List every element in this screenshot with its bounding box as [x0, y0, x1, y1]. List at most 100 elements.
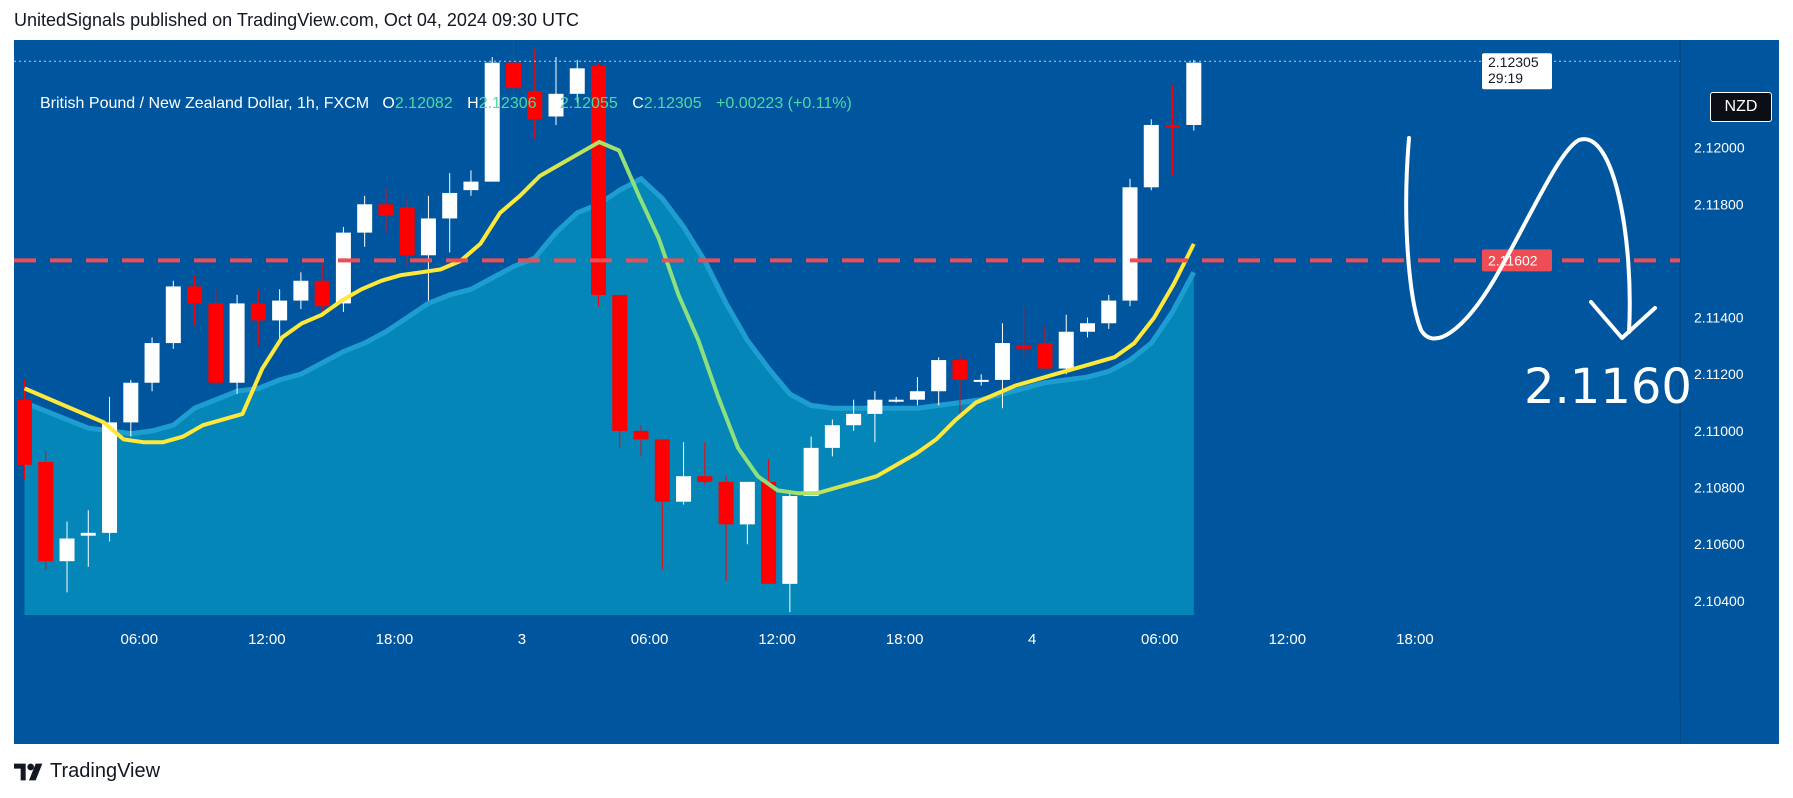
candle-body [697, 476, 713, 482]
candle-body [931, 360, 947, 392]
low-label: L [550, 95, 560, 112]
candle-body [782, 496, 798, 584]
candle-body [1165, 124, 1181, 128]
candle-body [1101, 300, 1117, 324]
candle-body [17, 399, 32, 465]
candle-body [165, 286, 181, 344]
candle-body [1058, 331, 1074, 369]
time-tick-label: 12:00 [1269, 631, 1307, 648]
close-label: C [632, 95, 644, 112]
candle-body [102, 422, 118, 533]
hand-drawn-arrow [1404, 136, 1657, 341]
candle-body [442, 192, 458, 219]
level-price-badge [1482, 249, 1552, 272]
candle-body [1037, 343, 1053, 369]
candle-body [80, 532, 96, 536]
time-axis-background[interactable] [14, 701, 1680, 744]
time-tick-label: 3 [518, 631, 526, 648]
price-tick-label: 2.11000 [1694, 423, 1744, 439]
candle-body [399, 207, 415, 256]
candle-body [973, 379, 989, 382]
candle-body [952, 360, 968, 380]
time-tick-label: 12:00 [248, 631, 286, 648]
price-tick-label: 2.10800 [1694, 480, 1745, 496]
time-tick-label: 06:00 [1141, 631, 1179, 648]
level-price-value: 2.11602 [1488, 252, 1538, 268]
candle-body [633, 430, 649, 440]
candle-body [38, 462, 54, 562]
current-price-badge [1482, 53, 1552, 90]
time-tick-label: 4 [1028, 631, 1036, 648]
candle-body [994, 343, 1010, 380]
candle-body [591, 65, 607, 295]
bar-countdown: 29:19 [1488, 70, 1523, 86]
candle-body [314, 280, 330, 307]
candle-body [676, 476, 692, 502]
current-price-value: 2.12305 [1488, 54, 1539, 70]
candle-body [229, 303, 245, 383]
candle-body [144, 343, 160, 383]
close-value: 2.12305 [643, 95, 702, 112]
candle-body [1143, 124, 1159, 188]
low-value: 2.12055 [559, 95, 618, 112]
candle-body [739, 481, 755, 525]
candle-body [909, 391, 925, 400]
candle-body [505, 62, 521, 89]
open-label: O [382, 95, 395, 112]
candle-body [1016, 345, 1032, 349]
time-tick-label: 18:00 [376, 631, 414, 648]
price-tick-label: 2.12000 [1694, 140, 1745, 156]
candle-body [824, 425, 840, 448]
candle-body [569, 68, 585, 94]
arrow-curve [1404, 136, 1632, 341]
footer-brand[interactable]: TradingView [14, 760, 160, 783]
candle-body [846, 413, 862, 426]
candle-body [463, 181, 479, 191]
candle-body [272, 300, 288, 321]
high-label: H [467, 95, 479, 112]
footer-brand-name: TradingView [50, 760, 161, 782]
open-value: 2.12082 [394, 95, 453, 112]
candle-body [208, 303, 224, 383]
candle-body [1080, 323, 1095, 332]
candle-body [378, 204, 394, 216]
price-chart[interactable]: 2.10400 2.10600 2.10800 2.11000 2.11200 2.114… [14, 40, 1779, 744]
currency-badge[interactable]: NZD [1710, 92, 1772, 122]
candle-body [888, 399, 904, 402]
candle-body [420, 218, 436, 256]
moving-average-line [23, 140, 1196, 496]
candle-body [293, 280, 309, 301]
candle-body [1122, 187, 1138, 301]
candle-body [527, 90, 543, 120]
chart-legend: British Pound / New Zealand Dollar, 1h, … [40, 95, 852, 113]
candle-body [803, 447, 819, 497]
candle-body [123, 382, 139, 423]
candle-body [1186, 62, 1202, 125]
time-tick-label: 12:00 [758, 631, 796, 648]
level-annotation: 2.1160 [1524, 359, 1692, 415]
candle-body [250, 303, 266, 321]
price-tick-label: 2.11800 [1694, 196, 1744, 212]
price-tick-label: 2.11200 [1694, 366, 1744, 382]
candle-body [548, 93, 564, 117]
area-series-fill [24, 178, 1194, 616]
arrow-head [1589, 300, 1657, 340]
time-tick-label: 18:00 [1396, 631, 1434, 648]
candle-body [59, 538, 75, 562]
time-tick-label: 06:00 [631, 631, 669, 648]
candle-body [867, 399, 883, 414]
price-axis-background[interactable] [1680, 40, 1779, 744]
high-value: 2.12306 [478, 95, 537, 112]
price-tick-label: 2.10600 [1694, 536, 1745, 552]
symbol-name[interactable]: British Pound / New Zealand Dollar, 1h, … [40, 95, 370, 112]
price-tick-label: 2.10400 [1694, 593, 1745, 609]
candle-body [357, 204, 373, 233]
publication-line: UnitedSignals published on TradingView.c… [14, 10, 580, 30]
candle-body [484, 62, 500, 182]
time-tick-label: 06:00 [121, 631, 159, 648]
chart-frame[interactable]: 2.10400 2.10600 2.10800 2.11000 2.11200 2.114… [14, 40, 1779, 744]
candle-body [187, 286, 203, 304]
area-series-line [23, 175, 1197, 437]
candle-body [654, 439, 670, 502]
candle-body [612, 294, 628, 431]
